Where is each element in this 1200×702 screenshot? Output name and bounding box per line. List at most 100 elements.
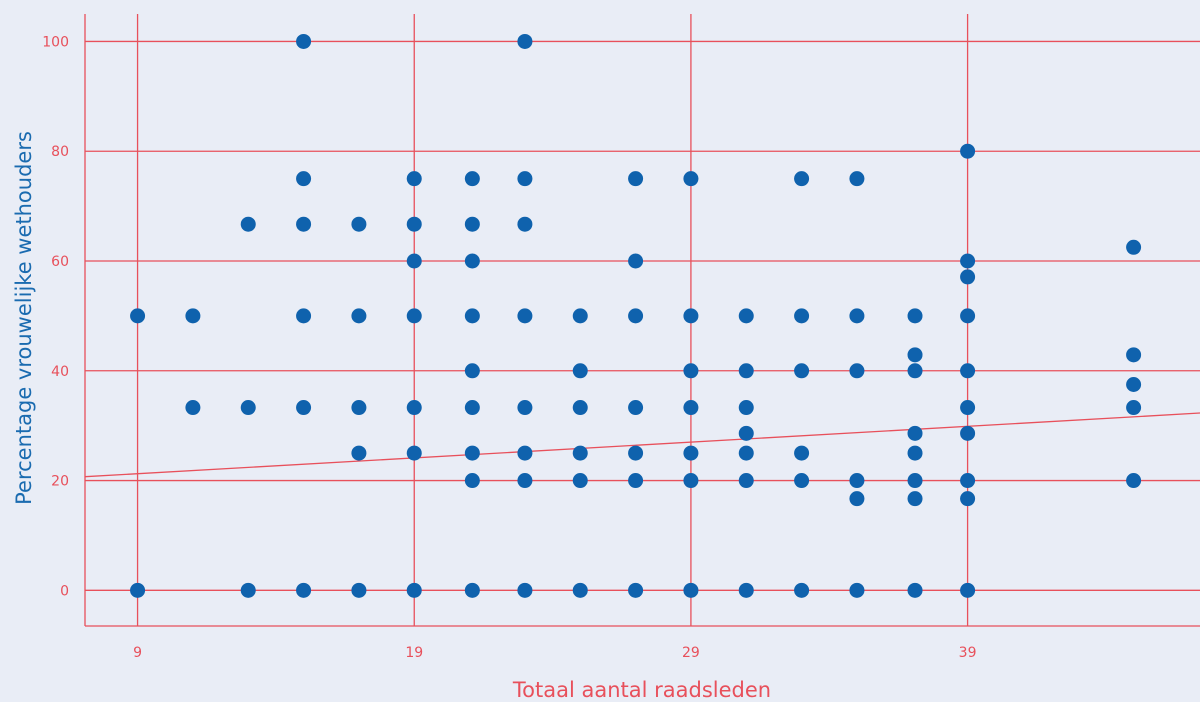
data-point xyxy=(738,473,754,489)
x-axis-title: Totaal aantal raadsleden xyxy=(512,678,771,702)
data-point xyxy=(240,216,256,232)
data-point xyxy=(240,582,256,598)
data-point xyxy=(794,308,810,324)
data-point xyxy=(960,491,976,507)
x-tick-label: 9 xyxy=(133,645,142,661)
data-point xyxy=(130,308,146,324)
data-point xyxy=(464,171,480,187)
data-point xyxy=(960,582,976,598)
data-point xyxy=(683,171,699,187)
data-point xyxy=(960,308,976,324)
data-point xyxy=(907,347,923,363)
data-points xyxy=(130,33,1142,598)
data-point xyxy=(628,582,644,598)
x-tick-label: 29 xyxy=(682,645,700,661)
data-point xyxy=(960,363,976,379)
data-point xyxy=(517,445,533,461)
data-point xyxy=(738,308,754,324)
data-point xyxy=(907,473,923,489)
data-point xyxy=(1126,473,1142,489)
data-point xyxy=(849,171,865,187)
data-point xyxy=(907,363,923,379)
data-point xyxy=(960,425,976,441)
data-point xyxy=(296,582,312,598)
x-tick-label: 39 xyxy=(959,645,977,661)
data-point xyxy=(572,363,588,379)
data-point xyxy=(960,400,976,416)
data-point xyxy=(406,171,422,187)
data-point xyxy=(683,308,699,324)
y-tick-label: 100 xyxy=(42,34,69,50)
data-point xyxy=(572,445,588,461)
data-point xyxy=(849,582,865,598)
data-point xyxy=(794,445,810,461)
y-tick-label: 60 xyxy=(51,254,69,270)
y-tick-label: 20 xyxy=(51,474,69,490)
data-point xyxy=(849,308,865,324)
data-point xyxy=(738,582,754,598)
data-point xyxy=(683,400,699,416)
data-point xyxy=(296,400,312,416)
data-point xyxy=(351,400,367,416)
data-point xyxy=(572,308,588,324)
data-point xyxy=(960,473,976,489)
data-point xyxy=(296,308,312,324)
grid-lines xyxy=(85,14,1200,626)
data-point xyxy=(628,308,644,324)
data-point xyxy=(130,582,146,598)
data-point xyxy=(1126,376,1142,392)
data-point xyxy=(464,253,480,269)
data-point xyxy=(464,216,480,232)
data-point xyxy=(628,171,644,187)
data-point xyxy=(406,582,422,598)
data-point xyxy=(628,473,644,489)
data-point xyxy=(240,400,256,416)
data-point xyxy=(517,171,533,187)
data-point xyxy=(907,491,923,507)
data-point xyxy=(683,363,699,379)
data-point xyxy=(406,400,422,416)
data-point xyxy=(683,473,699,489)
trend-line xyxy=(84,412,1200,478)
data-point xyxy=(628,445,644,461)
data-point xyxy=(351,445,367,461)
data-point xyxy=(517,33,533,49)
data-point xyxy=(849,473,865,489)
data-point xyxy=(738,363,754,379)
data-point xyxy=(1126,239,1142,255)
data-point xyxy=(296,33,312,49)
data-point xyxy=(464,473,480,489)
data-point xyxy=(351,582,367,598)
data-point xyxy=(351,308,367,324)
data-point xyxy=(464,445,480,461)
data-point xyxy=(794,582,810,598)
data-point xyxy=(517,473,533,489)
data-point xyxy=(296,171,312,187)
data-point xyxy=(960,143,976,159)
data-point xyxy=(849,363,865,379)
tick-labels: 0 20 40 60 80 100 9 19 29 39 xyxy=(42,34,976,661)
y-tick-label: 80 xyxy=(51,144,69,160)
data-point xyxy=(406,445,422,461)
data-point xyxy=(351,216,367,232)
y-tick-label: 0 xyxy=(60,583,69,599)
data-point xyxy=(794,363,810,379)
y-tick-label: 40 xyxy=(51,364,69,380)
data-point xyxy=(464,400,480,416)
data-point xyxy=(683,445,699,461)
data-point xyxy=(517,582,533,598)
data-point xyxy=(517,400,533,416)
data-point xyxy=(794,473,810,489)
data-point xyxy=(406,253,422,269)
data-point xyxy=(296,216,312,232)
data-point xyxy=(406,308,422,324)
data-point xyxy=(849,491,865,507)
data-point xyxy=(517,308,533,324)
data-point xyxy=(572,582,588,598)
data-point xyxy=(738,425,754,441)
x-tick-label: 19 xyxy=(405,645,423,661)
data-point xyxy=(794,171,810,187)
data-point xyxy=(960,253,976,269)
data-point xyxy=(464,582,480,598)
